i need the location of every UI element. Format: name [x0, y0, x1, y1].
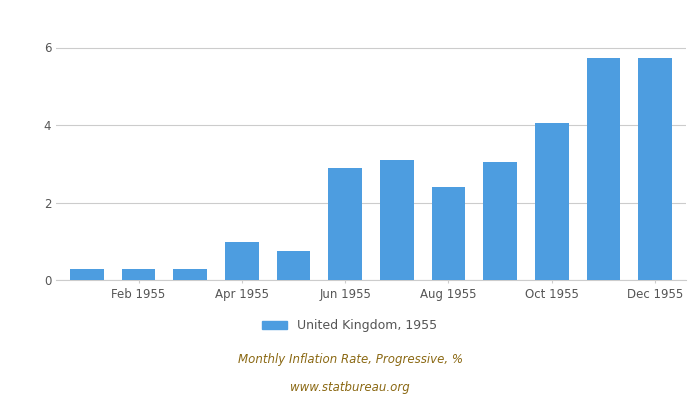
Bar: [483, 162, 517, 280]
Bar: [380, 160, 414, 280]
Bar: [122, 269, 155, 280]
Bar: [174, 269, 207, 280]
Bar: [638, 58, 672, 280]
Text: www.statbureau.org: www.statbureau.org: [290, 382, 410, 394]
Text: Monthly Inflation Rate, Progressive, %: Monthly Inflation Rate, Progressive, %: [237, 354, 463, 366]
Bar: [70, 269, 104, 280]
Bar: [587, 58, 620, 280]
Bar: [432, 187, 466, 280]
Bar: [535, 123, 568, 280]
Bar: [225, 242, 259, 280]
Bar: [276, 251, 310, 280]
Legend: United Kingdom, 1955: United Kingdom, 1955: [258, 314, 442, 337]
Bar: [328, 168, 362, 280]
